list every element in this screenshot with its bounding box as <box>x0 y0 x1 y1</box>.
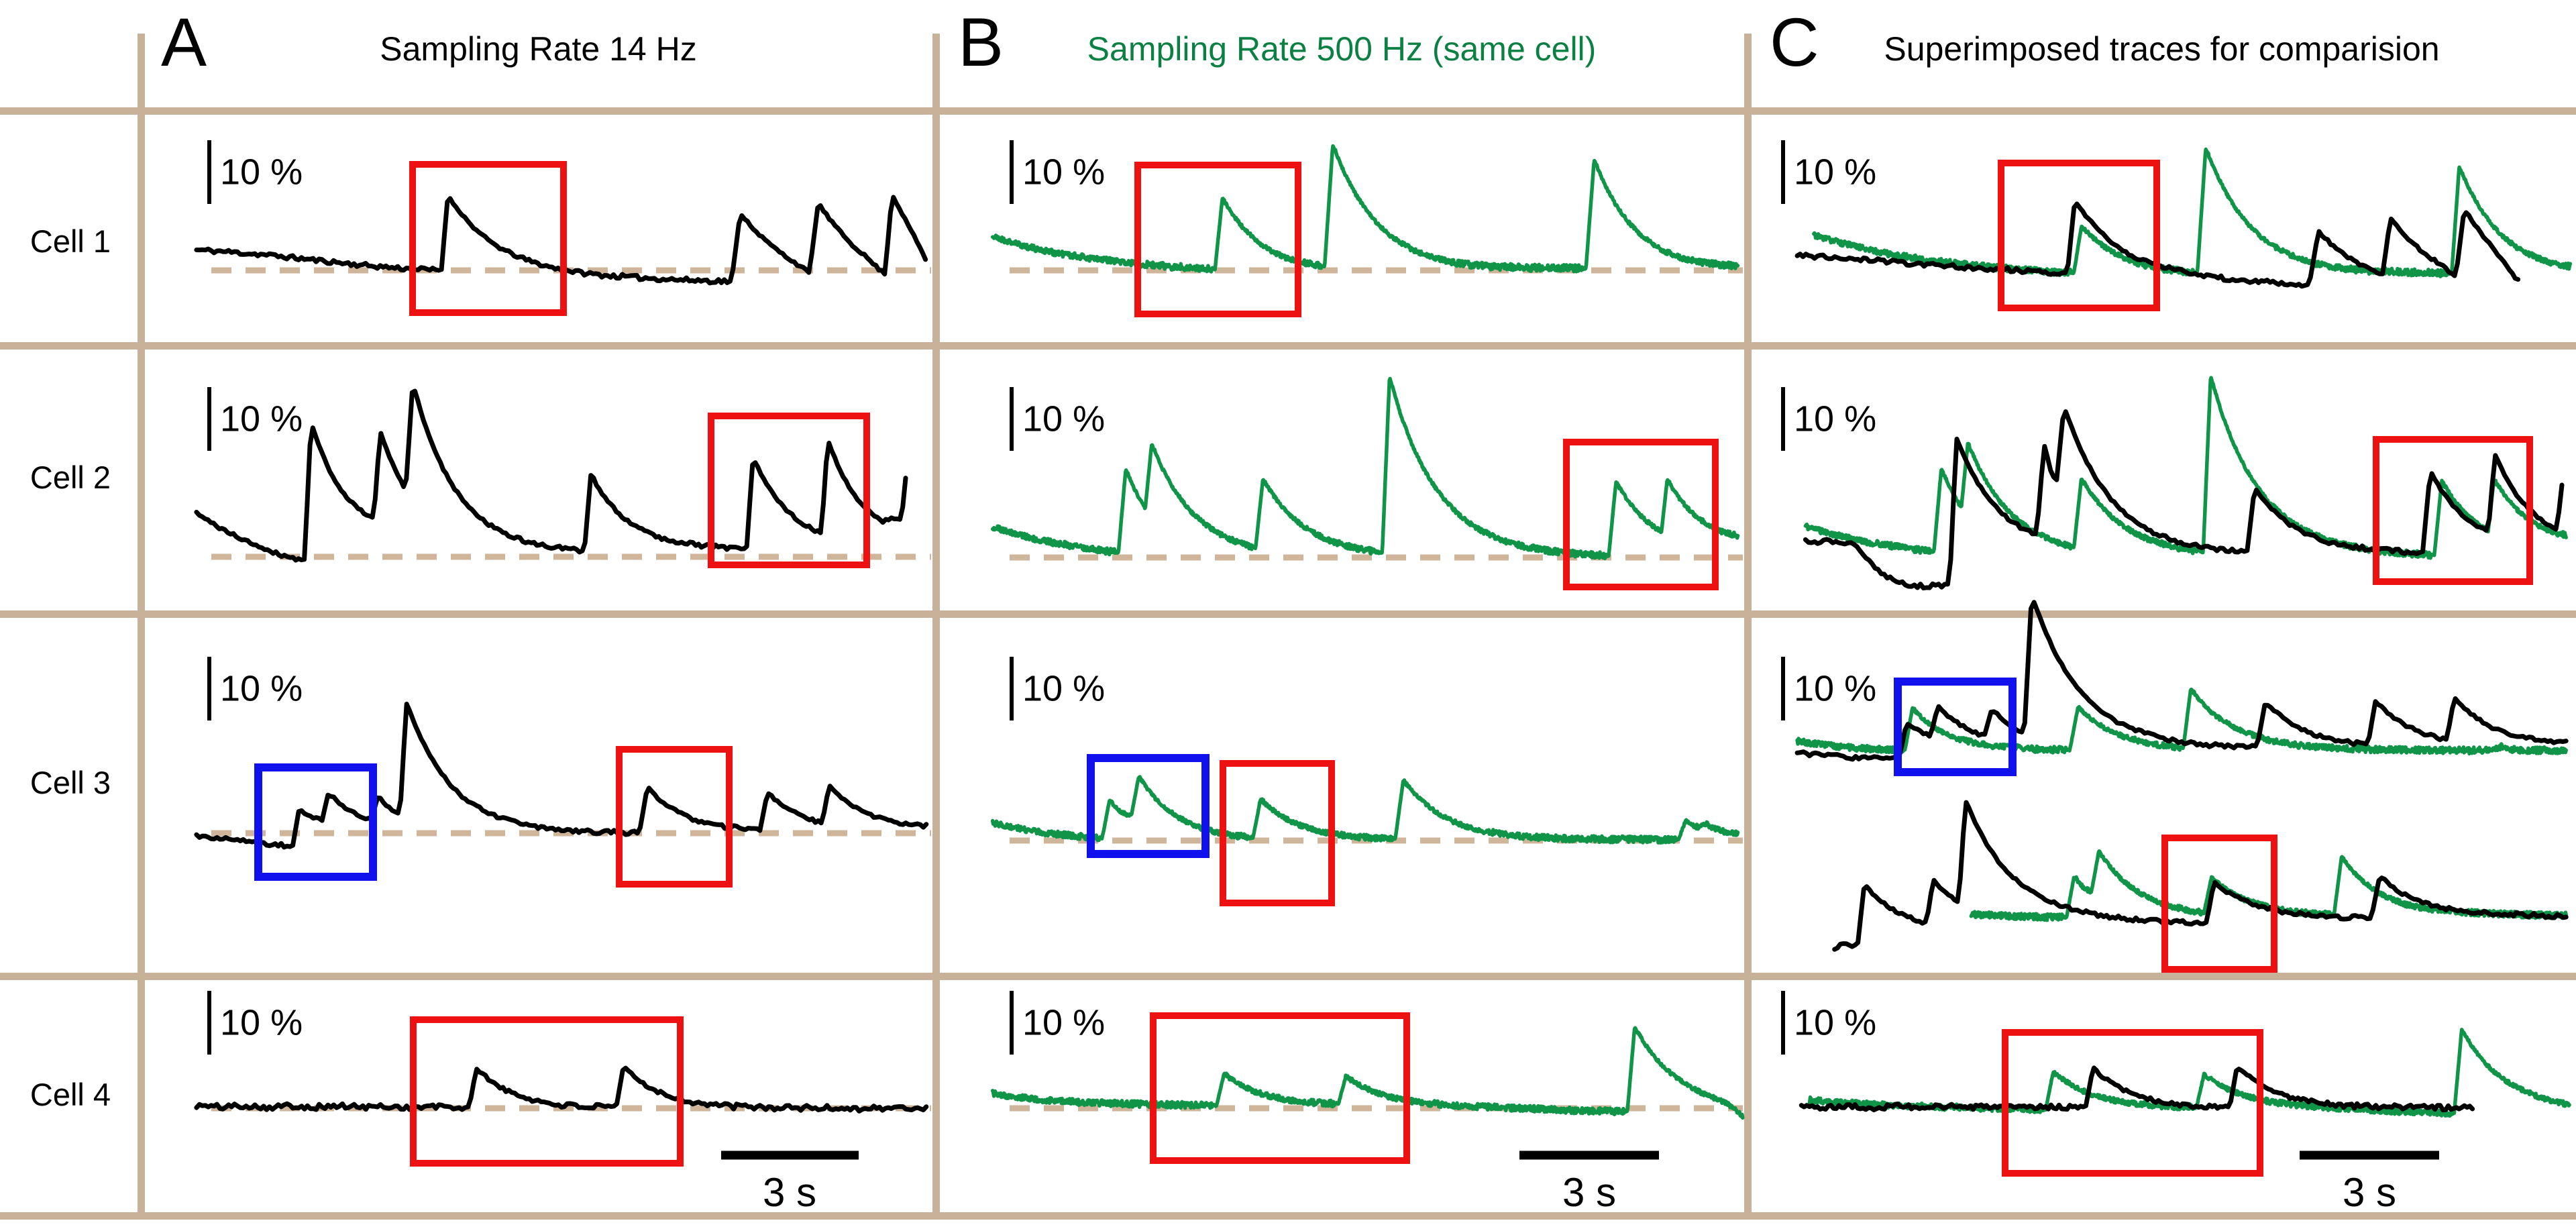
trace-14hz-A2 <box>194 388 908 563</box>
row-label-cell-4: Cell 4 <box>30 1077 111 1112</box>
trace-500hz-B4 <box>990 1026 1745 1120</box>
column-title-superimposed: Superimposed traces for comparision <box>1884 30 2440 68</box>
row-label-cell-3: Cell 3 <box>30 765 111 800</box>
panel-letter-c: C <box>1770 4 1819 81</box>
time-scalebar-label-B4: 3 s <box>1562 1170 1616 1215</box>
amp-scalebar-label-B3: 10 % <box>1022 669 1105 709</box>
time-scalebar-label-A4: 3 s <box>763 1170 816 1215</box>
amp-scalebar-label-B1: 10 % <box>1022 152 1105 193</box>
time-scalebar-label-C4: 3 s <box>2343 1170 2396 1215</box>
trace-500hz-C3 <box>1795 687 2568 756</box>
trace-500hz-B2 <box>990 376 1740 561</box>
amp-scalebar-label-C2: 10 % <box>1794 399 1876 439</box>
highlight-box-red-C4 <box>2002 1029 2263 1177</box>
row-label-cell-2: Cell 2 <box>30 460 111 495</box>
highlight-box-red-B4 <box>1150 1012 1410 1164</box>
amp-scalebar-label-C1: 10 % <box>1794 152 1876 193</box>
amp-scalebar-label-A2: 10 % <box>220 399 303 439</box>
highlight-box-red-B3 <box>1220 760 1335 906</box>
grid-column-line <box>1743 34 1752 1220</box>
amp-scalebar-label-B2: 10 % <box>1022 399 1105 439</box>
grid-row-line <box>0 107 2576 115</box>
highlight-box-red-A4 <box>410 1016 684 1167</box>
trace-500hz-C2 <box>1803 376 2568 560</box>
trace-14hz-C4 <box>1799 1065 2475 1113</box>
amp-scalebar-label-B4: 10 % <box>1022 1003 1105 1043</box>
panel-letter-b: B <box>958 4 1004 81</box>
column-title-500hz: Sampling Rate 500 Hz (same cell) <box>1087 30 1597 68</box>
highlight-box-blue-C3 <box>1894 678 2017 776</box>
trace-500hz-B3 <box>990 775 1740 845</box>
row-label-cell-1: Cell 1 <box>30 223 111 259</box>
grid-row-line <box>0 1212 2576 1220</box>
highlight-box-red-C1 <box>1998 160 2160 311</box>
trace-14hz-C3 <box>1832 800 2569 952</box>
trace-14hz-C2 <box>1803 409 2565 591</box>
amp-scalebar-label-A3: 10 % <box>220 669 303 709</box>
highlight-box-red-C3 <box>2161 835 2277 973</box>
highlight-box-red-A2 <box>708 413 870 568</box>
trace-14hz-A4 <box>194 1065 929 1114</box>
highlight-box-red-C2 <box>2373 436 2533 585</box>
amp-scalebar-label-C4: 10 % <box>1794 1003 1876 1043</box>
trace-14hz-C3 <box>1794 600 2569 762</box>
highlight-box-blue-B3 <box>1087 754 1210 858</box>
amp-scalebar-label-A1: 10 % <box>220 152 303 193</box>
highlight-box-red-A3 <box>616 746 733 888</box>
trace-14hz-A3 <box>194 702 929 850</box>
amp-scalebar-label-A4: 10 % <box>220 1003 303 1043</box>
column-title-14hz: Sampling Rate 14 Hz <box>380 30 697 68</box>
trace-500hz-B1 <box>990 144 1740 274</box>
panel-letter-a: A <box>161 4 207 81</box>
grid-row-line <box>0 972 2576 980</box>
grid-row-line <box>0 610 2576 618</box>
highlight-box-blue-A3 <box>254 763 377 881</box>
grid-column-line <box>932 34 940 1220</box>
highlight-box-red-B2 <box>1563 439 1719 590</box>
grid-column-line <box>137 34 145 1220</box>
grid-row-line <box>0 341 2576 350</box>
highlight-box-red-B1 <box>1134 162 1301 317</box>
amp-scalebar-label-C3: 10 % <box>1794 669 1876 709</box>
highlight-box-red-A1 <box>409 161 567 316</box>
